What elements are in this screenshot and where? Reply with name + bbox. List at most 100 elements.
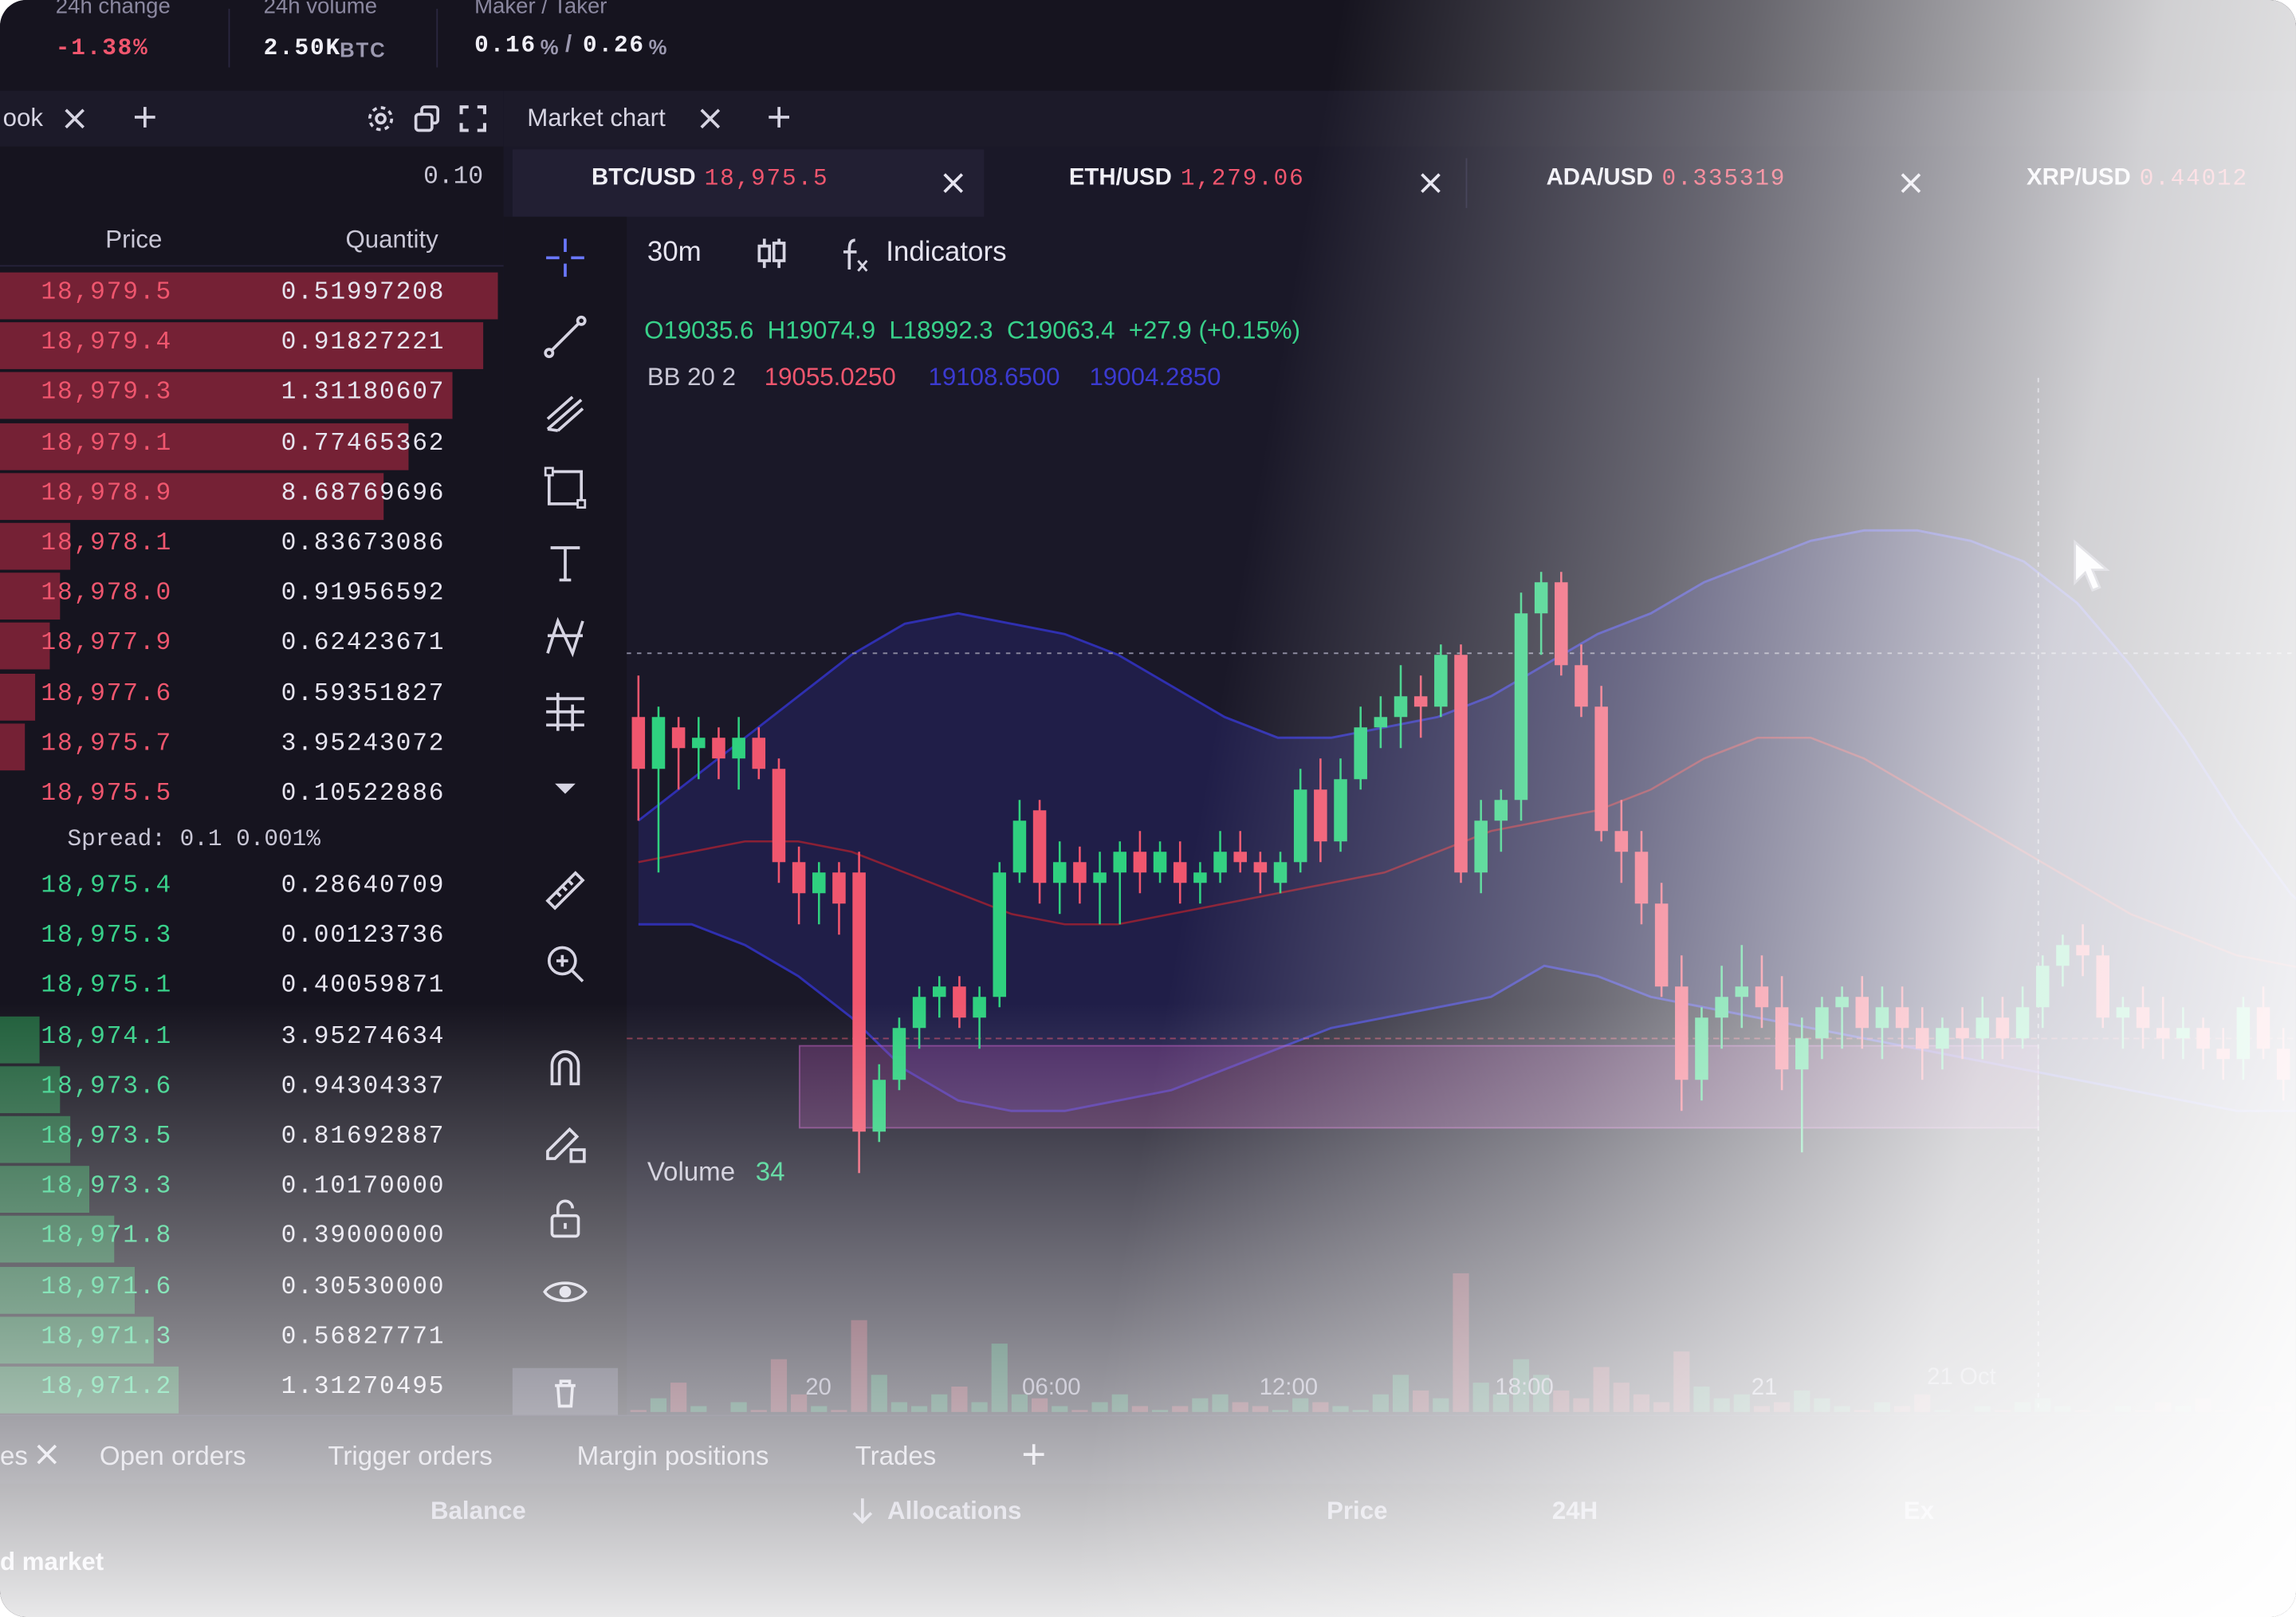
- bid-row[interactable]: 18,975.4 0.28640709: [0, 863, 497, 912]
- volume-bar: [811, 1406, 828, 1412]
- candle-body: [1474, 820, 1488, 873]
- zoom-tool[interactable]: [533, 934, 598, 993]
- ask-row[interactable]: 18,975.7 3.95243072: [0, 720, 497, 770]
- volume-bar: [991, 1344, 1008, 1412]
- ask-row[interactable]: 18,975.5 0.10522886: [0, 770, 497, 820]
- order-price: 18,973.5: [41, 1123, 173, 1151]
- order-quantity: 0.30530000: [281, 1273, 446, 1302]
- order-quantity: 0.91956592: [281, 580, 446, 608]
- tab-trades[interactable]: Trades: [855, 1441, 937, 1471]
- tab-balances[interactable]: es: [0, 1441, 28, 1471]
- text-tool[interactable]: [533, 533, 598, 592]
- close-pair-icon[interactable]: [940, 170, 966, 196]
- balance-column-header[interactable]: Balance: [430, 1497, 526, 1525]
- bid-row[interactable]: 18,974.1 3.95274634: [0, 1013, 497, 1063]
- close-tab-icon[interactable]: [61, 105, 88, 132]
- add-tab-icon[interactable]: [132, 104, 158, 130]
- ask-row[interactable]: 18,978.1 0.83673086: [0, 520, 497, 570]
- candle-body: [872, 1080, 887, 1132]
- crosshair-tool[interactable]: [533, 229, 598, 287]
- order-price: 18,978.0: [41, 580, 173, 608]
- close-tab-icon[interactable]: [697, 105, 723, 132]
- duplicate-icon[interactable]: [413, 104, 442, 133]
- candle-body: [1835, 997, 1849, 1008]
- add-tab-icon[interactable]: [1022, 1442, 1045, 1466]
- fullscreen-icon[interactable]: [458, 104, 488, 133]
- candle-body: [1052, 862, 1067, 883]
- fib-tool[interactable]: [533, 384, 598, 442]
- candle-body: [1394, 696, 1408, 718]
- close-tab-icon[interactable]: [35, 1442, 58, 1466]
- volume-bar: [2195, 1398, 2211, 1412]
- ask-row[interactable]: 18,977.9 0.62423671: [0, 620, 497, 671]
- candle-body: [1715, 997, 1728, 1018]
- order-quantity: 3.95243072: [281, 730, 446, 759]
- trend-line-tool[interactable]: [533, 308, 598, 366]
- candle-body: [692, 738, 706, 749]
- order-quantity: 0.40059871: [281, 973, 446, 1001]
- sort-down-icon[interactable]: [849, 1496, 875, 1525]
- bid-row[interactable]: 18,971.6 0.30530000: [0, 1264, 497, 1314]
- bid-row[interactable]: 18,971.2 1.31270495: [0, 1363, 497, 1414]
- bid-row[interactable]: 18,975.3 0.00123736: [0, 913, 497, 962]
- pair-tab-eth[interactable]: ETH/USD 1,279.06: [987, 149, 1464, 217]
- ask-row[interactable]: 18,978.9 8.68769696: [0, 470, 497, 520]
- measure-tool[interactable]: [533, 683, 598, 741]
- ask-row[interactable]: 18,977.6 0.59351827: [0, 671, 497, 721]
- order-price: 18,975.5: [41, 781, 173, 809]
- time-axis-label: 06:00: [1022, 1375, 1081, 1401]
- order-price: 18,973.3: [41, 1173, 173, 1202]
- candle-body: [1153, 852, 1167, 873]
- tab-open-orders[interactable]: Open orders: [99, 1441, 246, 1471]
- tab-margin-positions[interactable]: Margin positions: [576, 1441, 769, 1471]
- text-icon: [550, 546, 580, 582]
- lock-all-tool[interactable]: [533, 1190, 598, 1248]
- add-tab-icon[interactable]: [766, 104, 792, 130]
- rectangle-tool[interactable]: [533, 458, 598, 517]
- gear-icon[interactable]: [366, 104, 395, 133]
- pair-tab-xrp[interactable]: XRP/USD 0.44012: [1948, 149, 2296, 217]
- price-chart-canvas[interactable]: [627, 217, 2296, 1412]
- bid-row[interactable]: 18,971.8 0.39000000: [0, 1214, 497, 1264]
- volume-bar: [931, 1394, 948, 1412]
- tab-trigger-orders[interactable]: Trigger orders: [328, 1441, 493, 1471]
- exchange-column-header[interactable]: Ex: [1903, 1497, 1934, 1525]
- volume-bar: [2054, 1406, 2071, 1412]
- bid-row[interactable]: 18,975.1 0.40059871: [0, 963, 497, 1013]
- ask-row[interactable]: 18,979.4 0.91827221: [0, 320, 497, 370]
- 24h-column-header[interactable]: 24H: [1551, 1497, 1598, 1525]
- volume-bar: [1433, 1398, 1449, 1412]
- magnet-tool[interactable]: [533, 1037, 598, 1096]
- candle-body: [1293, 789, 1307, 863]
- bid-row[interactable]: 18,973.6 0.94304337: [0, 1063, 497, 1113]
- ask-row[interactable]: 18,978.0 0.91956592: [0, 570, 497, 620]
- more-tools-button[interactable]: [533, 759, 598, 817]
- ask-row[interactable]: 18,979.5 0.51997208: [0, 270, 498, 320]
- candle-body: [1755, 986, 1769, 1008]
- volume-bar: [690, 1406, 707, 1412]
- ask-row[interactable]: 18,979.3 1.31180607: [0, 370, 497, 420]
- ask-row[interactable]: 18,979.1 0.77465362: [0, 419, 497, 470]
- pattern-tool[interactable]: [533, 608, 598, 666]
- allocations-column-header[interactable]: Allocations: [887, 1497, 1022, 1525]
- market-chart-tab-label[interactable]: Market chart: [527, 104, 666, 132]
- volume-bar: [1172, 1406, 1189, 1412]
- delete-drawings-button[interactable]: [512, 1367, 619, 1415]
- price-column-header[interactable]: Price: [1327, 1497, 1388, 1525]
- lock-drawing-tool[interactable]: [533, 1113, 598, 1171]
- trend-line-icon: [544, 315, 587, 359]
- order-book-tab-label[interactable]: ook: [2, 104, 44, 132]
- close-pair-icon[interactable]: [1897, 170, 1924, 196]
- pair-tab-ada[interactable]: ADA/USD 0.335319: [1467, 149, 1944, 217]
- pair-tab-btc[interactable]: BTC/USD 18,975.5: [512, 149, 985, 217]
- visibility-tool[interactable]: [533, 1262, 598, 1320]
- pair-name: XRP/USD: [2027, 165, 2131, 191]
- close-pair-icon[interactable]: [1417, 170, 1444, 196]
- ruler-tool[interactable]: [533, 861, 598, 919]
- tick-size-select[interactable]: 0.10: [423, 163, 484, 192]
- order-quantity: 0.94304337: [281, 1073, 446, 1102]
- bid-row[interactable]: 18,973.5 0.81692887: [0, 1113, 497, 1163]
- bid-row[interactable]: 18,973.3 0.10170000: [0, 1163, 497, 1214]
- bid-row[interactable]: 18,971.3 0.56827771: [0, 1313, 497, 1363]
- maker-taker-label: Maker / Taker: [474, 0, 607, 19]
